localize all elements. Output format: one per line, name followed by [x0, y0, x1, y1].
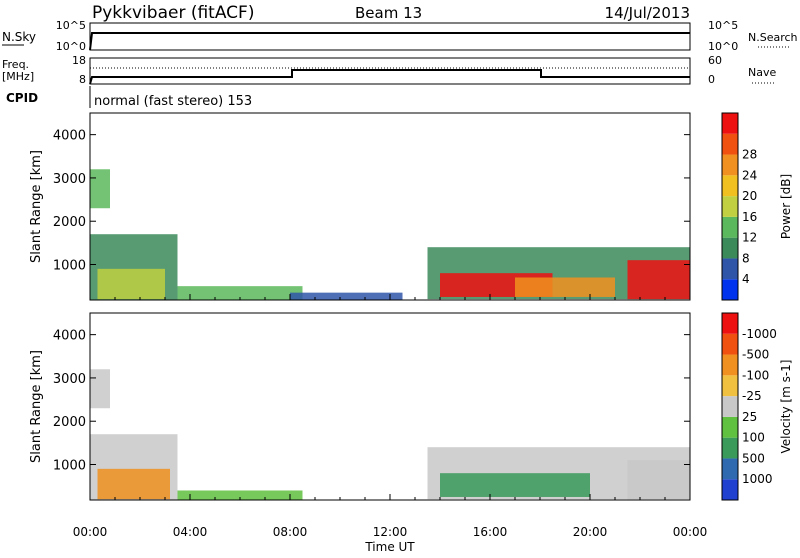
nsearch-tick-bottom: 10^0 [708, 40, 738, 53]
y-tick-label: 2000 [53, 215, 86, 230]
data-region [177, 490, 303, 500]
colorbar-cell [722, 237, 738, 259]
nsky-panel: N.Sky 10^5 10^0 10^5 10^0 N.Search [2, 19, 798, 53]
colorbar-tick-label: -500 [742, 348, 769, 362]
x-tick-label: 20:00 [573, 525, 608, 539]
colorbar-cell [722, 479, 738, 500]
colorbar-tick-label: -1000 [742, 327, 777, 341]
colorbar-frame [721, 312, 739, 501]
colorbar-cell [722, 196, 738, 217]
colorbar-tick-label: -25 [742, 389, 762, 403]
nsearch-tick-top: 10^5 [708, 19, 738, 32]
colorbar-cell [722, 175, 738, 197]
data-region [290, 292, 403, 300]
colorbar-tick-label: 20 [742, 189, 757, 203]
colorbar-cell [722, 279, 738, 300]
colorbar-cell [722, 437, 738, 459]
data-region [90, 169, 110, 209]
colorbar-cell [722, 258, 738, 280]
x-tick-label: 08:00 [273, 525, 308, 539]
colorbar-tick-label: 500 [742, 451, 765, 465]
colorbar-label: Velocity [m s-1] [779, 360, 793, 454]
x-tick-label: 16:00 [473, 525, 508, 539]
colorbar-frame [721, 112, 739, 301]
y-axis-label: Slant Range [km] [29, 350, 44, 463]
nsearch-label: N.Search [748, 31, 798, 44]
colorbar-tick-label: 4 [742, 272, 750, 286]
y-tick-label: 3000 [53, 172, 86, 187]
freq-tick-bottom: 8 [79, 73, 86, 86]
x-axis: 00:00 04:00 08:00 12:00 16:00 20:00 00:00 [73, 525, 708, 539]
station-title: Pykkvibaer (fitACF) [92, 3, 254, 23]
nave-tick-bottom: 0 [708, 73, 715, 86]
data-region [177, 286, 303, 300]
colorbar-tick-label: 8 [742, 251, 750, 265]
freq-tick-top: 18 [72, 54, 86, 67]
colorbar-tick-label: 28 [742, 148, 757, 162]
nsky-label: N.Sky [2, 30, 36, 44]
colorbar-tick-label: 16 [742, 210, 757, 224]
y-tick-label: 1000 [53, 259, 86, 274]
data-region [515, 277, 615, 297]
freq-label-1: Freq. [2, 58, 29, 71]
colorbar-cell [722, 416, 738, 438]
colorbar-cell [722, 313, 738, 334]
cpid-label: CPID [6, 91, 38, 105]
power-panel: 1000 2000 3000 4000 Slant Range [km] 4 8 12 16 20… [29, 112, 793, 301]
x-tick-label: 00:00 [73, 525, 108, 539]
velocity-panel: 1000 2000 3000 4000 Slant Range [km] 1000 500 1… [29, 312, 793, 501]
data-region [627, 260, 690, 300]
freq-panel: Freq. [MHz] 18 8 60 0 Nave CPID [2, 54, 776, 105]
colorbar-cell [722, 113, 738, 134]
beam-title: Beam 13 [355, 4, 422, 22]
cpid-text: normal (fast stereo) 153 [94, 94, 252, 109]
colorbar-cell [722, 375, 738, 397]
colorbar-cell [722, 333, 738, 355]
date-title: 14/Jul/2013 [605, 4, 690, 22]
nsky-tick-bottom: 10^0 [56, 40, 86, 53]
y-axis-label: Slant Range [km] [29, 150, 44, 263]
data-region [90, 369, 110, 409]
y-tick-label: 4000 [53, 129, 86, 144]
colorbar-cell [722, 216, 738, 238]
colorbar-cell [722, 458, 738, 480]
data-region [97, 268, 165, 300]
freq-trace [89, 69, 690, 85]
colorbar-tick-label: 24 [742, 168, 757, 182]
colorbar-tick-label: -100 [742, 368, 769, 382]
nsky-tick-top: 10^5 [56, 19, 86, 32]
colorbar-tick-label: 1000 [742, 472, 773, 486]
y-tick-label: 2000 [53, 415, 86, 430]
y-tick-label: 4000 [53, 329, 86, 344]
y-tick-label: 3000 [53, 372, 86, 387]
freq-frame [89, 57, 691, 85]
colorbar-cell [722, 396, 738, 417]
data-region [440, 473, 590, 497]
colorbar-tick-label: 12 [742, 231, 757, 245]
y-tick-label: 1000 [53, 459, 86, 474]
x-tick-label: 12:00 [373, 525, 408, 539]
x-axis-label: Time UT [364, 540, 415, 554]
data-region [97, 468, 170, 500]
colorbar-cell [722, 354, 738, 376]
colorbar-tick-label: 25 [742, 410, 757, 424]
colorbar-label: Power [dB] [779, 174, 793, 239]
x-tick-label: 04:00 [173, 525, 208, 539]
nave-label: Nave [748, 66, 776, 79]
data-region [627, 460, 690, 500]
freq-label-2: [MHz] [2, 70, 34, 83]
x-tick-label: 00:00 [673, 525, 708, 539]
nsky-trace [89, 32, 690, 51]
nave-tick-top: 60 [708, 54, 722, 67]
colorbar-cell [722, 154, 738, 176]
colorbar-cell [722, 133, 738, 155]
colorbar-tick-label: 100 [742, 431, 765, 445]
nsky-frame [89, 22, 691, 51]
